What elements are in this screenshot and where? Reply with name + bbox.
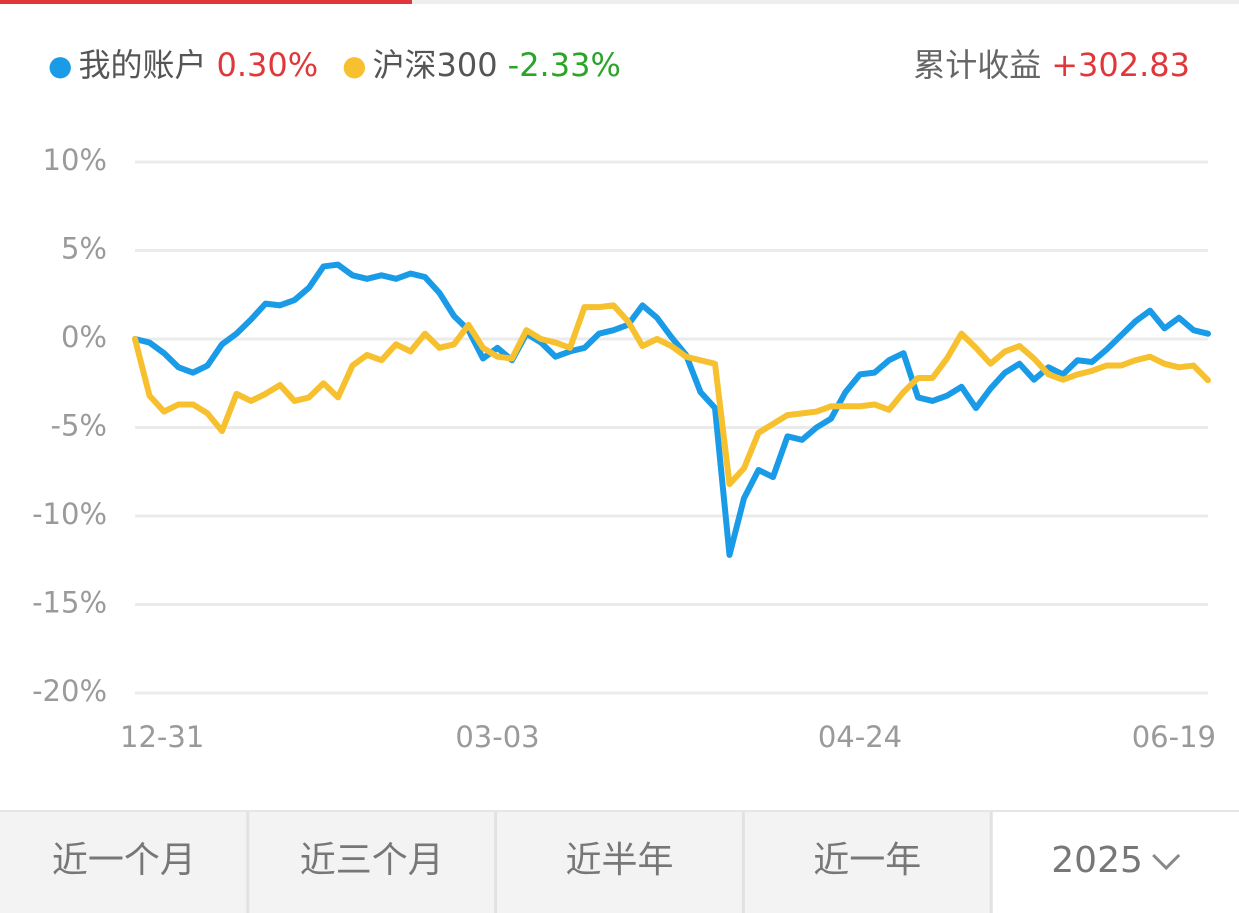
legend-name: 沪深300 [373, 46, 498, 84]
legend-dot: ● [342, 49, 366, 82]
legend-change: 0.30% [216, 46, 318, 84]
dropdown-chevron[interactable] [1152, 853, 1181, 871]
summary-label: 累计收益 [913, 46, 1041, 84]
legend-name: 我的账户 [78, 46, 206, 84]
summary: 累计收益 +302.83 [913, 46, 1190, 84]
tab[interactable]: 近三个月 [300, 840, 444, 881]
x-tick-label: 03-03 [455, 720, 539, 754]
x-tick-label: 06-19 [1132, 720, 1216, 754]
summary-value: +302.83 [1051, 46, 1190, 84]
tab-background [495, 812, 744, 913]
y-tick-label: -20% [32, 674, 107, 708]
active-indicator [0, 0, 412, 4]
y-tick-label: 5% [61, 232, 107, 266]
y-tick-label: -5% [51, 409, 107, 443]
tab[interactable]: 近半年 [565, 840, 673, 881]
tab[interactable]: 近一年 [813, 840, 921, 881]
tab-bar: 近一个月 近三个月 近半年 近一年 2025 [0, 810, 1239, 913]
y-tick-label: -10% [32, 497, 107, 531]
legend-change: -2.33% [508, 46, 621, 84]
x-tick-label: 12-31 [120, 720, 204, 754]
y-tick-label: 0% [61, 320, 107, 354]
series-line [132, 302, 1211, 488]
tab[interactable]: 近一个月 [52, 840, 196, 881]
tab-background [0, 812, 248, 913]
plot: 10% 5% 0% -5% -10% -15% -20% 12-31 03-03 04-24 06-… [32, 143, 1216, 754]
y-tick-label: 10% [43, 143, 107, 177]
x-tick-label: 04-24 [818, 720, 902, 754]
tab-background [743, 812, 992, 913]
top-border [0, 0, 1239, 4]
tab-background [991, 812, 1239, 913]
legend: ● 我的账户 0.30% ● 沪深300 -2.33% [48, 46, 621, 84]
legend-dot: ● [48, 49, 72, 82]
y-tick-label: -15% [32, 586, 107, 620]
legend: ● 我的账户 0.30% ● 沪深300 -2.33% [48, 46, 621, 84]
tab-background [247, 812, 496, 913]
tab[interactable]: 2025 [1051, 840, 1143, 881]
series-line [132, 261, 1211, 558]
